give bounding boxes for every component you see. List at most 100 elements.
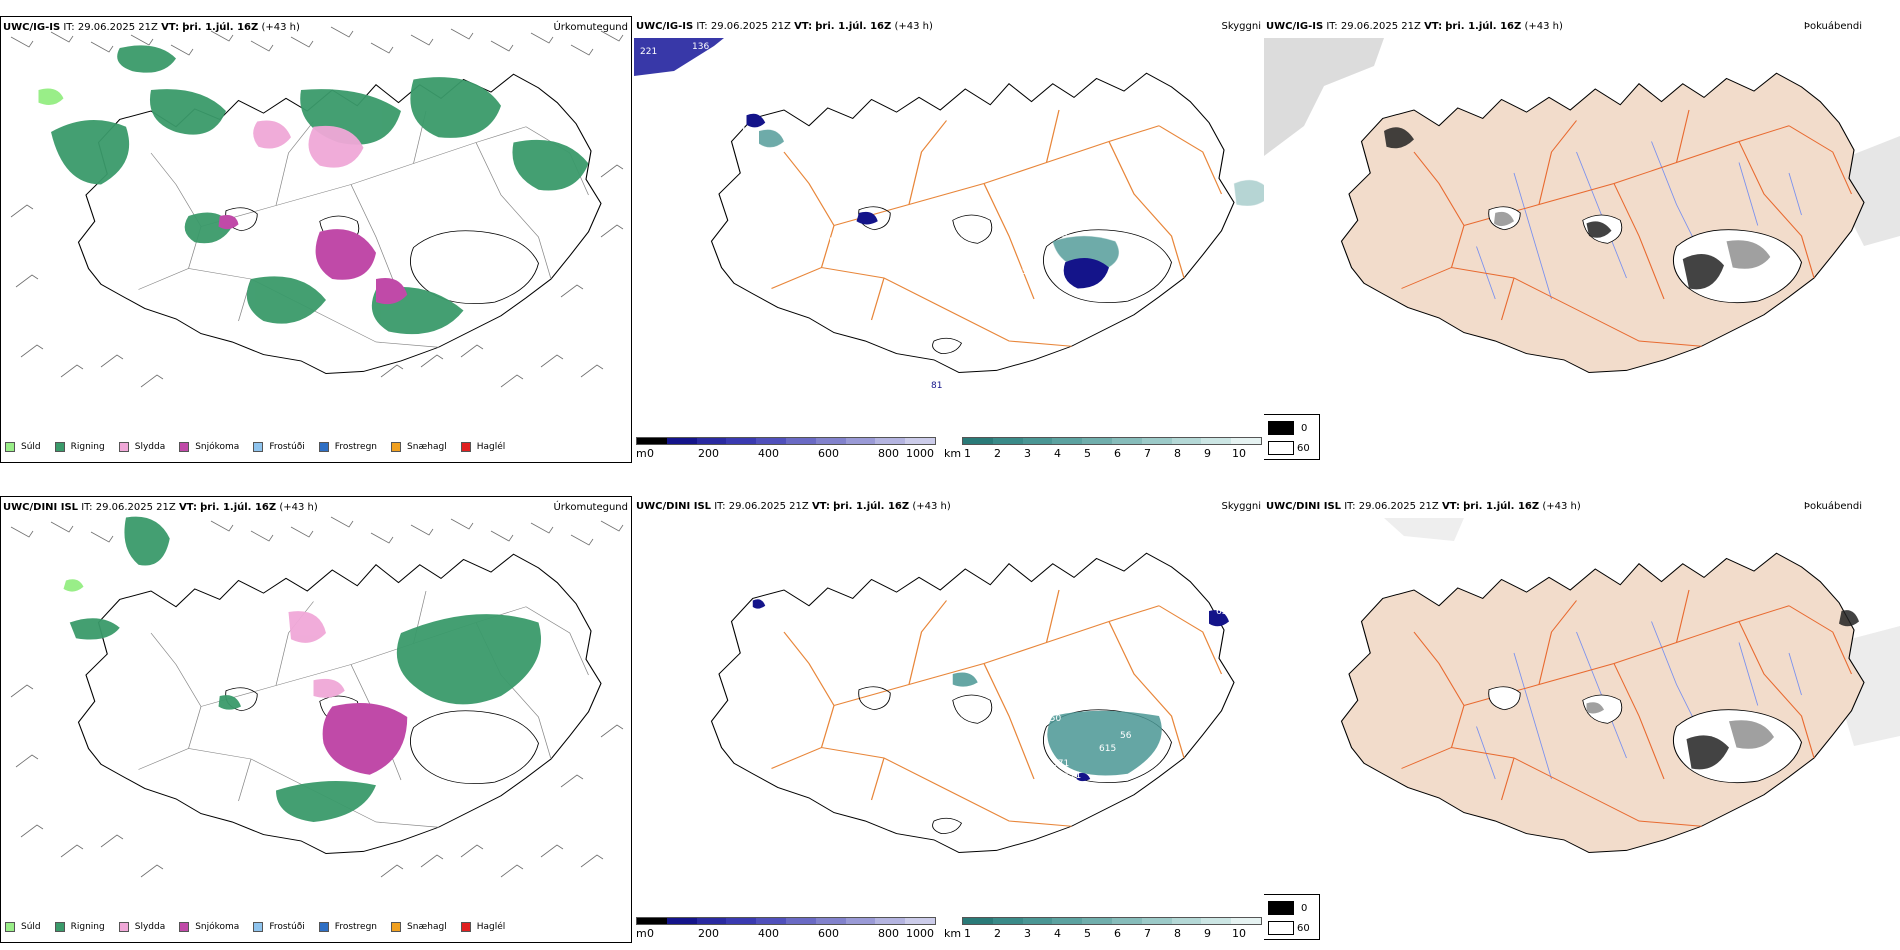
legend-item: Súld bbox=[5, 922, 41, 932]
map-value-label: 150 bbox=[1044, 714, 1061, 724]
legend-label: Frostúði bbox=[269, 922, 305, 932]
fog-panel-dini: UWC/DINI ISL IT: 29.06.2025 21Z VT: þri.… bbox=[1264, 496, 1900, 943]
fog-legend-swatch-high bbox=[1268, 921, 1294, 935]
variable-name: Þokuábendi bbox=[1803, 501, 1862, 512]
legend-swatch bbox=[5, 442, 15, 452]
variable-name: Úrkomutegund bbox=[553, 22, 628, 33]
precip-type-panel-ig: UWC/IG-IS IT: 29.06.2025 21Z VT: þri. 1.… bbox=[0, 16, 632, 463]
map-value-label: 56 bbox=[1120, 731, 1132, 741]
precip-legend: Súld Rigning Slydda Snjókoma Frostúði Fr… bbox=[5, 442, 519, 452]
visibility-tick: 4 bbox=[1054, 447, 1061, 460]
legend-swatch bbox=[253, 922, 264, 932]
visibility-unit: km bbox=[944, 927, 962, 940]
ceiling-tick: 800 bbox=[878, 927, 899, 940]
panel-title: UWC/DINI ISL IT: 29.06.2025 21Z VT: þri.… bbox=[3, 502, 318, 513]
fog-legend: 0 60 bbox=[1264, 894, 1320, 940]
precip-type-map-ig bbox=[10, 26, 624, 388]
legend-item: Haglél bbox=[460, 442, 506, 452]
visibility-tick: 9 bbox=[1204, 447, 1211, 460]
legend-label: Rigning bbox=[70, 922, 105, 932]
map-value-label: 111 bbox=[1064, 771, 1081, 781]
variable-name: Skyggni bbox=[1221, 501, 1261, 512]
map-value-label: 221 bbox=[640, 47, 657, 57]
legend-swatch bbox=[118, 442, 129, 452]
legend-label: Súld bbox=[21, 922, 41, 932]
fog-legend-low: 0 bbox=[1301, 903, 1308, 914]
map-value-label: 65 bbox=[1216, 607, 1227, 617]
visibility-tick: 2 bbox=[994, 927, 1001, 940]
map-value-label: 57 bbox=[742, 127, 753, 137]
legend-label: Frostregn bbox=[334, 922, 378, 932]
legend-item: Snjókoma bbox=[179, 442, 239, 452]
ceiling-tick: 400 bbox=[758, 927, 779, 940]
legend-item: Slydda bbox=[118, 442, 166, 452]
ceiling-colorbar bbox=[636, 917, 936, 925]
visibility-tick: 8 bbox=[1174, 447, 1181, 460]
legend-swatch bbox=[54, 442, 65, 452]
precip-type-panel-dini: UWC/DINI ISL IT: 29.06.2025 21Z VT: þri.… bbox=[0, 496, 632, 943]
ceiling-panel-dini: 150 615 571 111 56 65 UWC/DINI ISL IT: 2… bbox=[634, 496, 1264, 943]
map-value-label: 136 bbox=[692, 42, 709, 52]
legend-swatch bbox=[391, 442, 402, 452]
map-value-label: 150 bbox=[1016, 267, 1033, 277]
visibility-tick: 1 bbox=[964, 927, 971, 940]
legend-label: Slydda bbox=[134, 922, 166, 932]
ceiling-tick: 600 bbox=[818, 447, 839, 460]
legend-swatch bbox=[54, 922, 65, 932]
legend-item: Haglél bbox=[460, 922, 506, 932]
visibility-tick: 5 bbox=[1084, 447, 1091, 460]
map-value-label: 81 bbox=[931, 381, 942, 391]
visibility-tick: 2 bbox=[994, 447, 1001, 460]
legend-label: Haglél bbox=[476, 922, 506, 932]
ceiling-tick: 400 bbox=[758, 447, 779, 460]
fog-legend-low: 0 bbox=[1301, 423, 1308, 434]
variable-name: Úrkomutegund bbox=[553, 502, 628, 513]
map-value-label: 615 bbox=[1099, 744, 1116, 754]
legend-label: Frostúði bbox=[269, 442, 305, 452]
ceiling-colorbar bbox=[636, 437, 936, 445]
legend-swatch bbox=[318, 922, 329, 932]
fog-legend-high: 60 bbox=[1297, 923, 1310, 934]
visibility-tick: 6 bbox=[1114, 927, 1121, 940]
legend-item: Frostúði bbox=[253, 442, 305, 452]
fog-legend-swatch-low bbox=[1268, 421, 1294, 435]
panel-title: UWC/IG-IS IT: 29.06.2025 21Z VT: þri. 1.… bbox=[636, 21, 933, 32]
visibility-tick: 5 bbox=[1084, 927, 1091, 940]
visibility-tick: 3 bbox=[1024, 447, 1031, 460]
variable-name: Skyggni bbox=[1221, 21, 1261, 32]
ceiling-map-ig: 221 136 75 57 150 56 111 56 81 bbox=[634, 38, 1264, 391]
legend-label: Frostregn bbox=[334, 442, 378, 452]
legend-label: Haglél bbox=[476, 442, 506, 452]
ceiling-map-dini: 150 615 571 111 56 65 bbox=[710, 552, 1235, 854]
ceiling-unit: m bbox=[636, 447, 647, 460]
fog-legend-swatch-low bbox=[1268, 901, 1294, 915]
legend-label: Snjókoma bbox=[195, 442, 240, 452]
ceiling-unit: m bbox=[636, 927, 647, 940]
fog-legend-swatch-high bbox=[1268, 441, 1294, 455]
visibility-tick: 8 bbox=[1174, 927, 1181, 940]
legend-swatch bbox=[5, 922, 15, 932]
visibility-tick: 4 bbox=[1054, 927, 1061, 940]
legend-label: Rigning bbox=[70, 442, 105, 452]
fog-panel-ig: UWC/IG-IS IT: 29.06.2025 21Z VT: þri. 1.… bbox=[1264, 16, 1900, 463]
visibility-tick: 1 bbox=[964, 447, 971, 460]
map-value-label: 56 bbox=[1076, 288, 1088, 298]
visibility-colorbar bbox=[962, 917, 1262, 925]
ceiling-tick: 600 bbox=[818, 927, 839, 940]
map-value-label: 55 bbox=[829, 237, 840, 247]
legend-item: Frostúði bbox=[253, 922, 305, 932]
precip-type-map-dini bbox=[10, 516, 624, 878]
visibility-tick: 9 bbox=[1204, 927, 1211, 940]
legend-item: Snjókoma bbox=[179, 922, 239, 932]
map-value-label: 571 bbox=[1052, 759, 1069, 769]
legend-item: Súld bbox=[5, 442, 41, 452]
legend-item: Frostregn bbox=[318, 922, 378, 932]
legend-item: Slydda bbox=[118, 922, 166, 932]
legend-label: Slydda bbox=[134, 442, 166, 452]
ceiling-tick: 800 bbox=[878, 447, 899, 460]
ceiling-tick: 0 bbox=[647, 927, 654, 940]
legend-item: Snæhagl bbox=[391, 922, 447, 932]
visibility-tick: 7 bbox=[1144, 927, 1151, 940]
legend-swatch bbox=[391, 922, 402, 932]
legend-item: Snæhagl bbox=[391, 442, 447, 452]
